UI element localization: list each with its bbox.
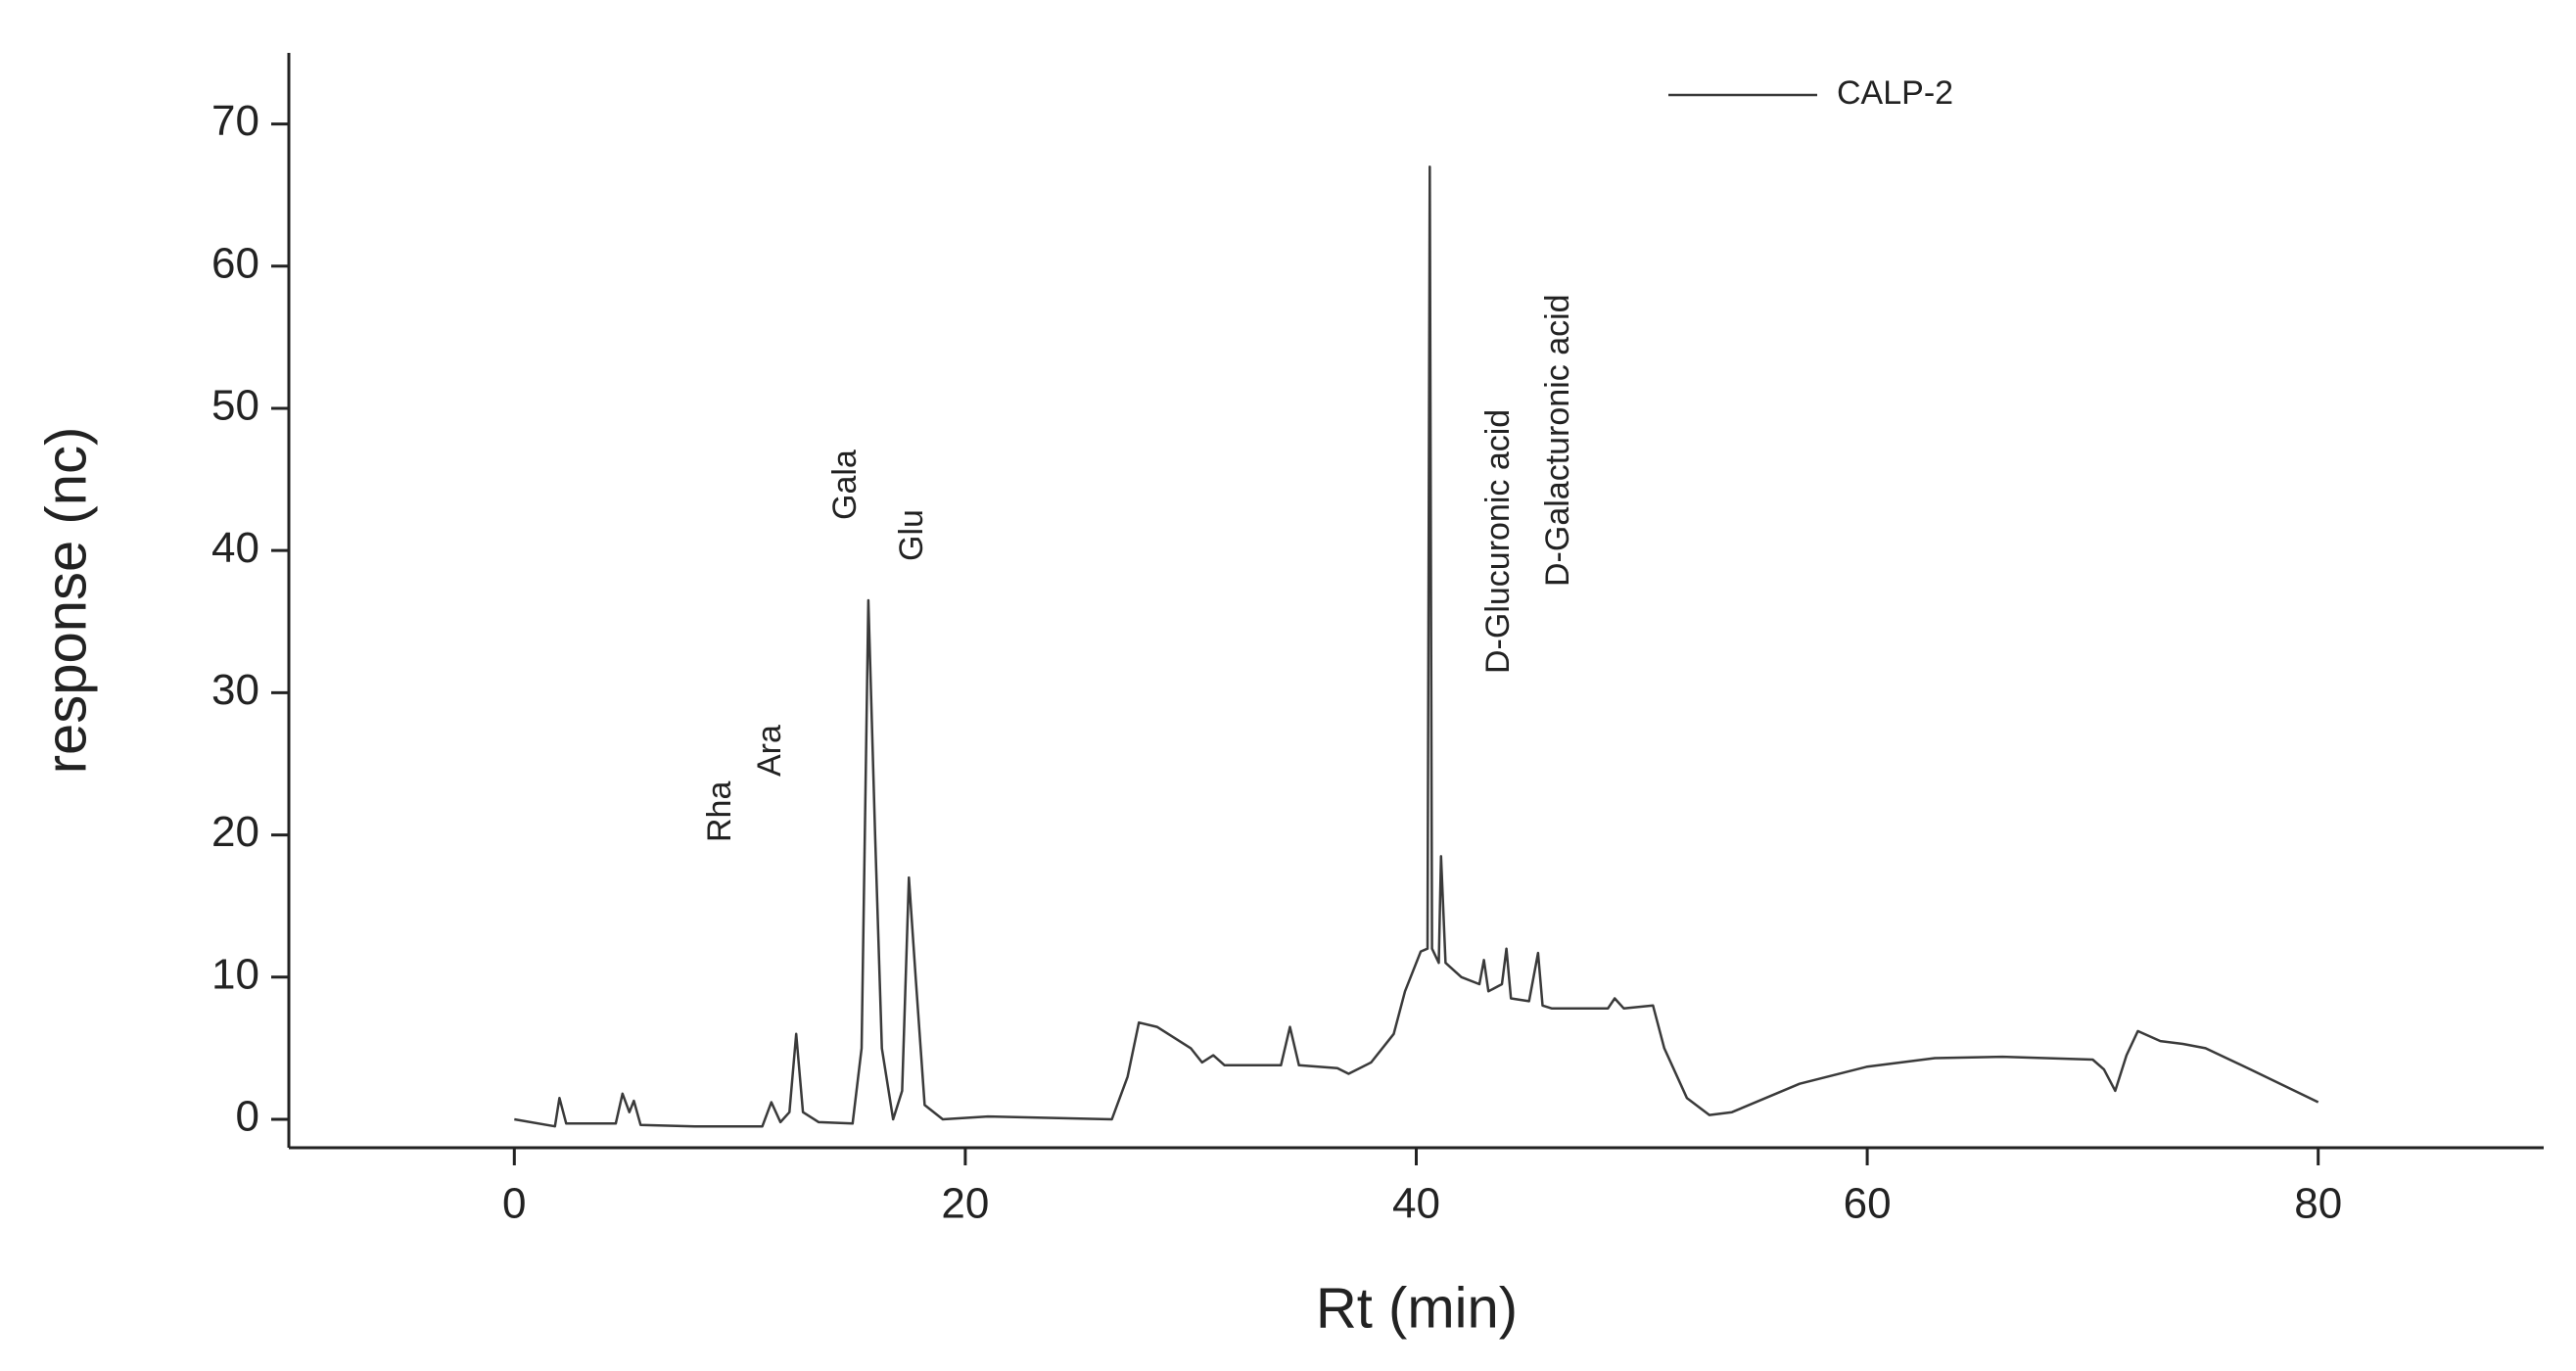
y-tick-label: 10 — [211, 950, 259, 998]
peak-annotation: D-Galacturonic acid — [1539, 294, 1576, 587]
y-tick-label: 60 — [211, 239, 259, 287]
y-tick-label: 50 — [211, 382, 259, 430]
y-tick-label: 70 — [211, 97, 259, 145]
peak-annotation: Glu — [893, 509, 930, 561]
x-tick-label: 0 — [502, 1180, 526, 1228]
peak-annotation: Ara — [751, 725, 788, 777]
x-tick-label: 60 — [1844, 1180, 1892, 1228]
y-tick-label: 30 — [211, 666, 259, 714]
peak-annotation: Rha — [701, 781, 738, 842]
x-axis-title: Rt (min) — [1316, 1276, 1518, 1340]
y-tick-label: 40 — [211, 524, 259, 572]
x-tick-label: 40 — [1392, 1180, 1440, 1228]
legend-label: CALP-2 — [1837, 74, 1953, 112]
data-line — [514, 165, 2319, 1128]
peak-annotation: D-Glucuronic acid — [1479, 409, 1517, 674]
x-tick-label: 20 — [941, 1180, 989, 1228]
y-axis-title: response (nc) — [34, 427, 98, 775]
y-tick-label: 20 — [211, 808, 259, 856]
peak-annotation: Gala — [826, 449, 864, 520]
y-tick-label: 0 — [236, 1093, 259, 1141]
x-tick-label: 80 — [2294, 1180, 2342, 1228]
